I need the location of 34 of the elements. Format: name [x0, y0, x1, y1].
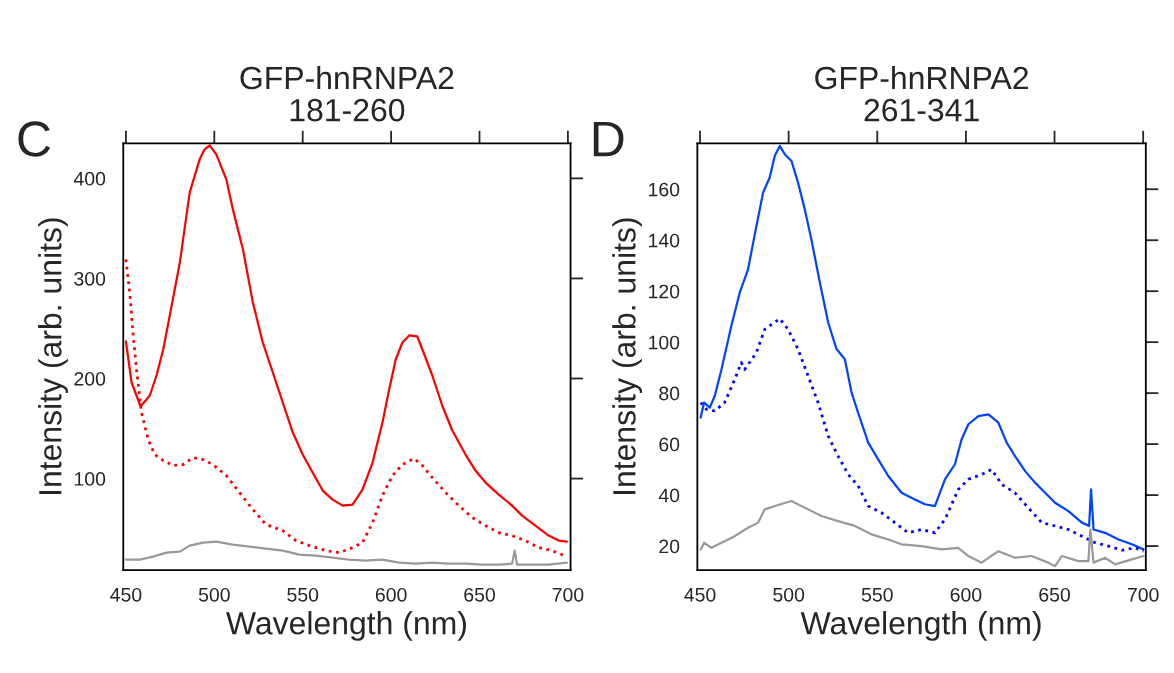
x-tick-label: 550: [861, 587, 893, 602]
line-series: [699, 317, 1145, 553]
y-tick-label: 400: [73, 171, 106, 186]
x-tick-label: 600: [950, 587, 982, 602]
y-tick-label: 160: [649, 182, 680, 197]
y-tick-label: 140: [649, 233, 680, 248]
x-tick-label: 700: [1127, 587, 1159, 602]
y-tick-label: 300: [74, 271, 106, 286]
y-axis-title: Intensity (arb. units): [38, 218, 68, 494]
line-series: [124, 540, 568, 566]
x-tick-label: 450: [684, 587, 716, 602]
y-tick-label: 200: [74, 371, 106, 386]
x-tick-label: 450: [110, 587, 142, 602]
y-tick-label: 120: [649, 284, 680, 299]
x-axis-title: Wavelength (nm): [800, 611, 1041, 641]
x-tick-label: 700: [552, 587, 584, 602]
y-tick-label: 100: [649, 335, 680, 350]
text: D: [593, 121, 624, 157]
x-tick-label: 650: [464, 587, 495, 602]
y-tick-label: 80: [659, 386, 680, 401]
x-tick-label: 500: [198, 587, 230, 602]
y-tick-label: 20: [659, 539, 680, 554]
chart-title: GFP-hnRNPA2 181-260: [240, 65, 454, 122]
text: C: [18, 121, 51, 157]
y-axis-title: Intensity (arb. units): [612, 218, 642, 494]
x-tick-label: 600: [375, 587, 407, 602]
x-tick-label: 500: [773, 587, 805, 602]
y-tick-label: 40: [658, 488, 680, 503]
y-tick-label: 60: [659, 437, 680, 452]
x-tick-label: 650: [1039, 587, 1070, 602]
x-axis-title: Wavelength (nm): [226, 611, 466, 641]
x-tick-label: 550: [287, 587, 319, 602]
chart-title: GFP-hnRNPA2 261-341: [815, 65, 1028, 122]
y-tick-label: 100: [74, 472, 106, 486]
